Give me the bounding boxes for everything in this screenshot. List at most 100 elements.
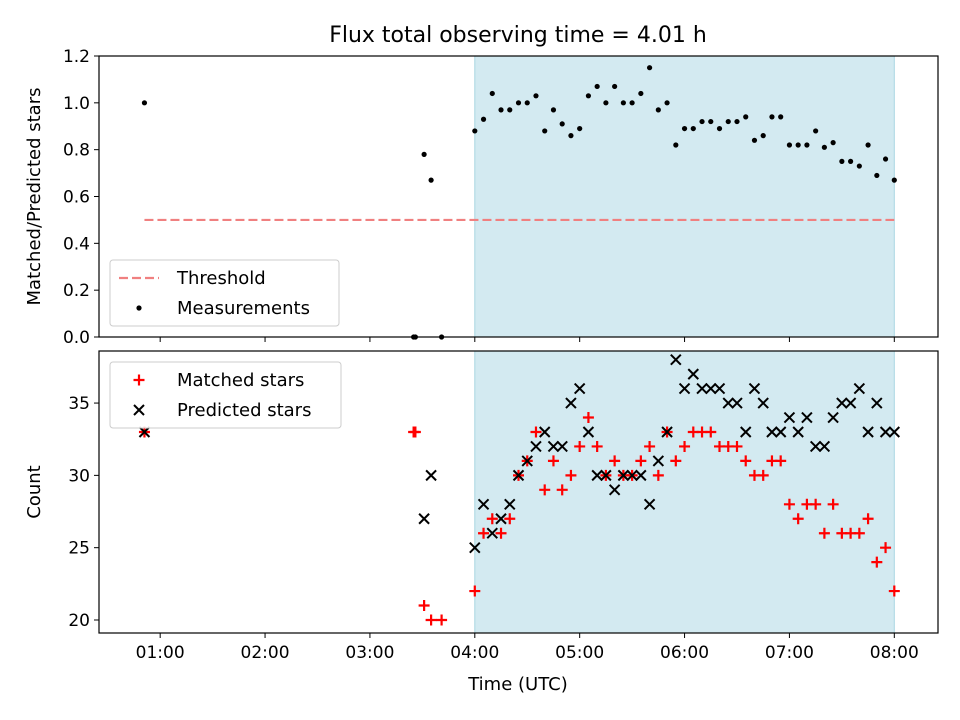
measurements-point — [594, 83, 600, 90]
top-legend-box — [109, 259, 340, 327]
measurements-point — [655, 107, 661, 113]
matched-stars-point — [853, 527, 865, 539]
measurements-point — [673, 142, 679, 148]
predicted-stars-point — [871, 397, 883, 409]
measurements-point — [856, 163, 862, 169]
top-y-tick-label: 1.2 — [63, 47, 90, 67]
matched-stars-point — [591, 440, 603, 452]
predicted-stars-point — [643, 498, 656, 510]
predicted-stars-point — [138, 426, 151, 438]
predicted-stars-point — [582, 426, 595, 438]
bottom-axes-frame — [98, 350, 939, 634]
measurements-point — [620, 100, 626, 106]
predicted-stars-point — [836, 397, 848, 409]
predicted-stars-point — [521, 455, 533, 467]
top-y-tick-label: 1.0 — [63, 94, 90, 114]
matched-stars-point — [565, 469, 577, 481]
matched-stars-point — [757, 469, 769, 481]
measurements-point — [428, 177, 434, 183]
matched-stars-point — [504, 513, 516, 525]
top-y-tick-label: 0.6 — [63, 188, 90, 208]
measurements-point — [848, 158, 854, 164]
measurements-point — [629, 100, 635, 106]
measurements-point — [725, 118, 731, 125]
measurements-point — [865, 142, 871, 148]
measurements-point — [760, 133, 766, 139]
measurements-point — [681, 125, 688, 132]
measurements-point — [743, 114, 749, 120]
predicted-stars-point — [547, 440, 560, 453]
matched-stars-point — [670, 455, 682, 467]
legend-predicted-stars-swatch — [133, 404, 145, 416]
predicted-stars-point — [722, 397, 734, 409]
measurements-point — [568, 133, 574, 139]
measurements-point — [577, 125, 583, 132]
predicted-stars-point — [556, 440, 568, 453]
x-tick-label: 08:00 — [870, 643, 919, 663]
measurements-point — [751, 137, 758, 143]
predicted-stars-point — [678, 382, 691, 395]
legend-measurements-label: Measurements — [177, 298, 310, 319]
measurements-point — [830, 140, 836, 146]
matched-stars-point — [556, 484, 568, 496]
measurements-point — [699, 118, 705, 125]
measurements-point — [708, 118, 714, 125]
measurements-point — [882, 156, 889, 162]
measurements-point — [821, 144, 827, 150]
matched-stars-point — [469, 585, 481, 597]
matched-stars-point — [818, 527, 830, 539]
bottom-observing-window — [474, 351, 895, 633]
measurements-point — [778, 114, 784, 120]
predicted-stars-point — [425, 469, 437, 482]
predicted-stars-point — [844, 397, 857, 409]
bottom-y-tick-label: 30 — [68, 466, 90, 486]
matched-stars-point — [635, 455, 647, 467]
measurements-point — [515, 100, 522, 106]
predicted-stars-point — [617, 469, 630, 482]
top-panel: 0.0 0.2 0.4 0.6 0.8 1.0 1.2 Matched/Predicted s… — [24, 47, 939, 348]
matched-stars-point — [783, 498, 795, 510]
measurements-point — [734, 118, 740, 125]
predicted-stars-point — [565, 397, 577, 409]
measurements-point — [786, 142, 793, 148]
measurements-point — [874, 172, 880, 179]
measurements-point — [472, 128, 478, 134]
predicted-stars-point — [713, 382, 726, 395]
matched-stars-point — [409, 426, 421, 438]
measurements-point — [813, 128, 819, 134]
measurements-point — [769, 114, 775, 120]
predicted-stars-point — [530, 440, 542, 453]
predicted-stars-point — [757, 397, 769, 409]
predicted-stars-point — [818, 440, 831, 453]
predicted-stars-point — [862, 426, 874, 438]
predicted-stars-point — [635, 469, 647, 482]
matched-stars-point — [609, 455, 621, 467]
chart-title: Flux total observing time = 4.01 h — [329, 23, 707, 48]
x-tick-label: 01:00 — [136, 643, 185, 663]
bottom-y-tick-label: 35 — [68, 394, 90, 414]
matched-stars-point — [827, 498, 839, 510]
bottom-y-tick-label: 20 — [68, 611, 90, 631]
legend-matched-stars-label: Matched stars — [177, 370, 304, 391]
top-y-tick-label: 0.2 — [63, 281, 90, 301]
matched-stars-point — [582, 412, 594, 424]
predicted-stars-point — [783, 411, 796, 424]
predicted-stars-point — [696, 382, 708, 395]
predicted-stars-point — [626, 469, 638, 482]
matched-stars-point — [530, 426, 542, 438]
predicted-stars-point — [774, 426, 787, 438]
legend-measurements-swatch — [136, 305, 142, 311]
legend-threshold-label: Threshold — [176, 268, 266, 289]
measurements-point — [612, 83, 618, 90]
matched-stars-point — [871, 556, 883, 568]
predicted-stars-point — [600, 469, 612, 482]
measurements-point — [533, 93, 539, 99]
measurements-point — [421, 151, 427, 157]
top-legend: Threshold Measurements — [109, 259, 340, 327]
matched-stars-point — [478, 527, 490, 539]
x-tick-label: 06:00 — [660, 643, 709, 663]
measurements-point — [716, 125, 723, 132]
predicted-stars-point — [705, 382, 717, 395]
predicted-stars-point — [670, 353, 682, 366]
predicted-stars-point — [418, 513, 430, 525]
